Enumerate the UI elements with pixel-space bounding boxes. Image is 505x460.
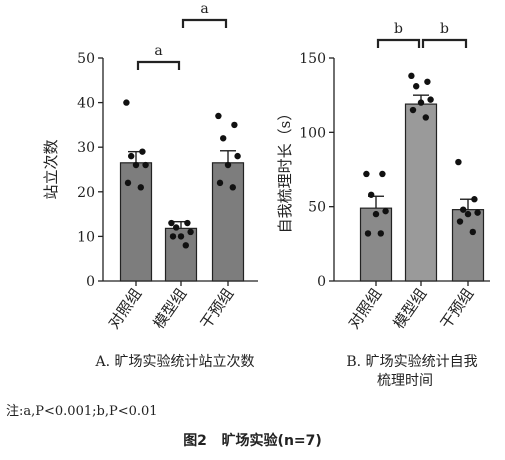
panel-b-data-point bbox=[469, 228, 476, 236]
panel-a-significance-bracket bbox=[136, 60, 181, 70]
panel-a-y-tick-label: 10 bbox=[77, 229, 95, 245]
panel-a-data-point bbox=[234, 152, 241, 160]
panel-a-y-tick-label: 0 bbox=[86, 274, 95, 290]
panel-a-category-label: 模型组 bbox=[150, 285, 191, 332]
panel-b-data-point bbox=[464, 210, 472, 218]
panel-a-data-point bbox=[139, 148, 146, 155]
panel-a-data-point bbox=[169, 233, 177, 240]
panel-a-data-point bbox=[128, 152, 135, 160]
panel-b-data-point bbox=[409, 106, 417, 114]
panel-b-caption-line1: B. 旷场实验统计自我 bbox=[346, 354, 477, 370]
panel-a-y-tick-label: 20 bbox=[77, 185, 95, 201]
panel-a-bar bbox=[119, 162, 153, 282]
figure-caption-text: 旷场实验(n=7) bbox=[221, 433, 322, 449]
panel-a-data-point bbox=[177, 233, 185, 240]
panel-b-data-point bbox=[377, 230, 384, 237]
panel-a-significance-label: a bbox=[200, 1, 208, 17]
panel-b-category-label: 模型组 bbox=[390, 285, 431, 332]
panel-a-data-point bbox=[224, 161, 232, 169]
panel-a-data-point bbox=[216, 179, 224, 187]
panel-b-data-point bbox=[417, 99, 425, 106]
panel-b-significance-bracket bbox=[376, 38, 421, 48]
panel-a-data-point bbox=[184, 219, 191, 227]
panel-b-bar bbox=[404, 103, 438, 282]
panel-b-y-tick-label: 150 bbox=[299, 51, 326, 67]
panel-a-data-point bbox=[220, 135, 227, 142]
figure-note: 注:a,P<0.001;b,P<0.01 bbox=[6, 404, 158, 419]
panel-b-y-tick-label: 100 bbox=[299, 125, 326, 141]
panel-b-category-label: 干预组 bbox=[437, 285, 478, 332]
panel-b-y-tick-label: 50 bbox=[308, 200, 326, 216]
panel-b-data-point bbox=[471, 196, 478, 203]
panel-a-significance-label: a bbox=[154, 43, 162, 59]
panel-b-data-point bbox=[455, 158, 462, 166]
panel-b-y-axis-label: 自我梳理时长（s） bbox=[276, 106, 294, 234]
panel-b-data-point bbox=[424, 78, 431, 85]
panel-b-significance-label: b bbox=[440, 21, 449, 37]
panel-a-y-tick-label: 30 bbox=[77, 140, 95, 156]
panel-b-chart: 0 50 100 150 自我梳理时长（s） 对照组 模型组 干预组 b b bbox=[276, 21, 490, 332]
panel-b-significance-label: b bbox=[394, 21, 403, 37]
panel-a-category-label: 干预组 bbox=[197, 285, 238, 332]
panel-a-data-point bbox=[124, 179, 132, 187]
panel-a-data-point bbox=[215, 112, 222, 120]
panel-b-data-point bbox=[363, 170, 370, 178]
panel-b-data-point bbox=[364, 230, 372, 237]
panel-a-data-point bbox=[137, 184, 144, 191]
panel-a-y-tick-label: 50 bbox=[77, 51, 95, 67]
panel-b-data-point bbox=[372, 210, 380, 218]
figure-caption-label: 图2 bbox=[183, 433, 207, 449]
panel-a-data-point bbox=[132, 161, 140, 169]
panel-b-category-label: 对照组 bbox=[345, 285, 386, 332]
panel-b-bar bbox=[359, 207, 393, 282]
panel-a-y-tick-label: 40 bbox=[77, 96, 95, 112]
panel-a-data-point bbox=[187, 228, 194, 236]
panel-a-significance-bracket bbox=[181, 18, 228, 28]
panel-a-data-point bbox=[168, 219, 175, 227]
panel-a-data-point bbox=[173, 224, 180, 231]
panel-a-bar bbox=[211, 162, 245, 282]
panel-b-data-point bbox=[474, 209, 481, 216]
panel-a-data-point bbox=[142, 161, 149, 169]
panel-b-data-point bbox=[456, 218, 464, 225]
panel-b-data-point bbox=[408, 72, 415, 80]
panel-b-y-tick-label: 0 bbox=[317, 274, 326, 290]
panel-b-data-point bbox=[368, 191, 375, 198]
panel-b-data-point bbox=[382, 207, 389, 215]
panel-b-data-point bbox=[427, 96, 434, 103]
panel-b-significance-bracket bbox=[421, 38, 468, 48]
panel-a-data-point bbox=[231, 121, 238, 129]
panel-b-data-point bbox=[413, 83, 420, 90]
panel-a-caption: A. 旷场实验统计站立次数 bbox=[94, 354, 254, 370]
panel-b-caption-line2: 梳理时间 bbox=[377, 373, 433, 389]
panel-b-data-point bbox=[422, 114, 429, 121]
panel-b-data-point bbox=[379, 170, 386, 178]
panel-a-data-point bbox=[182, 242, 189, 249]
panel-a-data-point bbox=[229, 184, 236, 191]
panel-a-data-point bbox=[123, 99, 130, 106]
figure-caption: 图2 旷场实验(n=7) bbox=[0, 430, 505, 450]
panel-b-data-point bbox=[460, 206, 467, 213]
panel-a-y-axis-label: 站立次数 bbox=[42, 139, 60, 199]
panel-a-category-label: 对照组 bbox=[105, 285, 146, 332]
